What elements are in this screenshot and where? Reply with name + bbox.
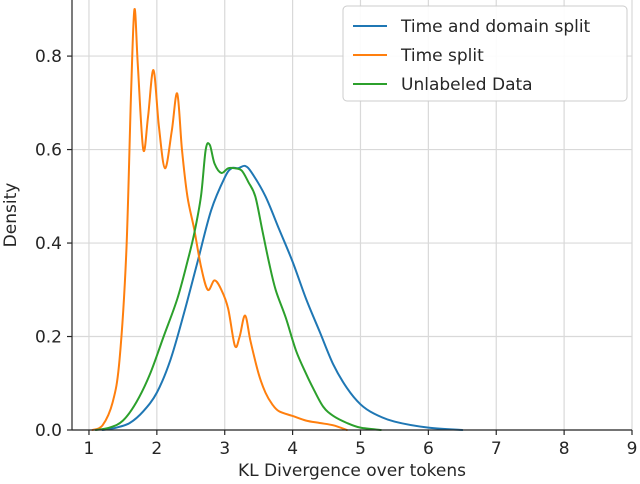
x-tick-label: 9 — [627, 439, 638, 459]
y-axis-label: Density — [1, 183, 21, 248]
series-line-time-and-domain-split — [101, 164, 464, 431]
legend-box — [342, 5, 628, 102]
y-tick-label: 0.8 — [35, 47, 62, 67]
x-tick-label: 6 — [423, 439, 434, 459]
series-lines — [91, 8, 464, 431]
y-tick-label: 0.6 — [35, 141, 62, 161]
x-tick-label: 2 — [151, 439, 162, 459]
series-line-unlabeled-data — [94, 142, 382, 431]
x-tick-labels: 1 2 3 4 5 6 7 8 9 — [84, 439, 638, 459]
legend-label-unlabeled-data: Unlabeled Data — [401, 75, 533, 95]
x-tick-label: 8 — [559, 439, 570, 459]
legend: Time and domain split Time split Unlabeled… — [342, 5, 628, 102]
y-tick-label: 0.0 — [35, 421, 62, 441]
y-tick-label: 0.4 — [35, 234, 62, 254]
x-axis-label: KL Divergence over tokens — [238, 461, 466, 481]
x-tick-label: 7 — [491, 439, 502, 459]
series-line-time-split — [91, 8, 348, 431]
x-tick-label: 4 — [287, 439, 298, 459]
y-tick-label: 0.2 — [35, 328, 62, 348]
legend-label-time-split: Time split — [400, 46, 484, 66]
axes — [67, 0, 633, 435]
x-tick-label: 3 — [219, 439, 230, 459]
y-tick-labels: 0.0 0.2 0.4 0.6 0.8 — [35, 47, 62, 441]
x-tick-label: 1 — [84, 439, 95, 459]
x-tick-label: 5 — [355, 439, 366, 459]
legend-label-time-and-domain-split: Time and domain split — [400, 17, 591, 37]
